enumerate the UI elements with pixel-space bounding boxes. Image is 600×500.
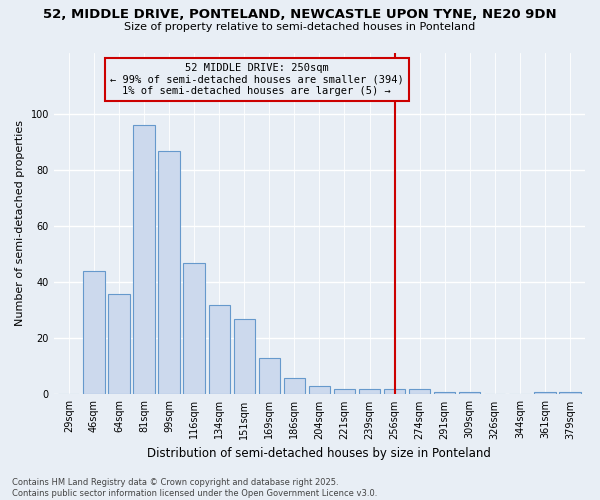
Text: 52, MIDDLE DRIVE, PONTELAND, NEWCASTLE UPON TYNE, NE20 9DN: 52, MIDDLE DRIVE, PONTELAND, NEWCASTLE U…: [43, 8, 557, 20]
Bar: [334, 389, 355, 394]
Text: Size of property relative to semi-detached houses in Ponteland: Size of property relative to semi-detach…: [124, 22, 476, 32]
Text: 52 MIDDLE DRIVE: 250sqm
← 99% of semi-detached houses are smaller (394)
1% of se: 52 MIDDLE DRIVE: 250sqm ← 99% of semi-de…: [110, 63, 404, 96]
Bar: [384, 389, 405, 394]
Bar: [359, 389, 380, 394]
Bar: [209, 304, 230, 394]
Bar: [434, 392, 455, 394]
Bar: [83, 271, 104, 394]
Bar: [108, 294, 130, 394]
Bar: [184, 262, 205, 394]
Bar: [534, 392, 556, 394]
Bar: [158, 150, 180, 394]
Bar: [459, 392, 481, 394]
Bar: [133, 126, 155, 394]
Bar: [409, 389, 430, 394]
Bar: [233, 319, 255, 394]
Bar: [284, 378, 305, 394]
Bar: [309, 386, 330, 394]
Text: Contains HM Land Registry data © Crown copyright and database right 2025.
Contai: Contains HM Land Registry data © Crown c…: [12, 478, 377, 498]
Bar: [259, 358, 280, 395]
Y-axis label: Number of semi-detached properties: Number of semi-detached properties: [15, 120, 25, 326]
Bar: [559, 392, 581, 394]
X-axis label: Distribution of semi-detached houses by size in Ponteland: Distribution of semi-detached houses by …: [148, 447, 491, 460]
